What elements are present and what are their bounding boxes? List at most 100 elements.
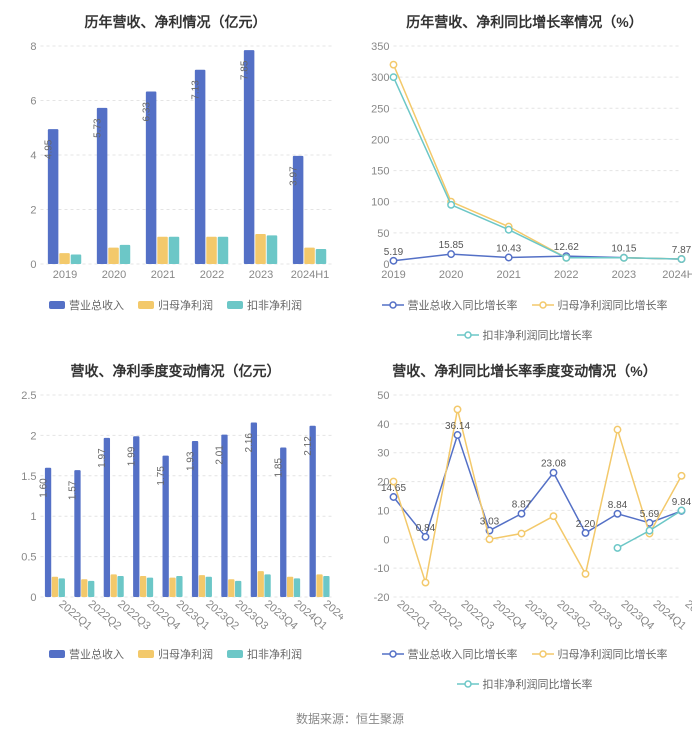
legend-item: 营业总收入同比增长率 — [382, 646, 518, 662]
legend-swatch — [532, 649, 554, 659]
svg-text:2: 2 — [30, 205, 36, 217]
svg-text:3.97: 3.97 — [289, 166, 300, 186]
legend-annual-line: 营业总收入同比增长率 归母净利润同比增长率扣非净利润同比增长率 — [357, 297, 692, 343]
legend-annual-bar: 营业总收入 归母净利润 扣非净利润 — [8, 297, 343, 313]
legend-quarterly-line: 营业总收入同比增长率归母净利润同比增长率扣非净利润同比增长率 — [357, 646, 692, 692]
legend-label: 归母净利润 — [158, 297, 213, 313]
svg-text:1.75: 1.75 — [156, 466, 167, 486]
svg-text:1.57: 1.57 — [68, 480, 79, 500]
svg-text:2023Q1: 2023Q1 — [523, 598, 561, 632]
svg-text:10: 10 — [377, 505, 389, 517]
svg-text:3.03: 3.03 — [480, 517, 500, 528]
svg-text:2023Q4: 2023Q4 — [619, 598, 657, 632]
svg-text:12.62: 12.62 — [554, 242, 579, 253]
legend-item: 扣非净利润同比增长率 — [457, 676, 593, 692]
legend-swatch — [382, 649, 404, 659]
chart-quarterly-bar: 00.511.522.51.601.571.971.991.751.932.01… — [8, 387, 343, 637]
svg-text:0: 0 — [30, 259, 36, 271]
svg-text:250: 250 — [371, 103, 389, 115]
panel-title: 营收、净利季度变动情况（亿元） — [8, 361, 343, 381]
panel-title: 历年营收、净利情况（亿元） — [8, 12, 343, 32]
legend-label: 扣非净利润同比增长率 — [483, 676, 593, 692]
legend-swatch — [49, 650, 65, 658]
svg-text:2020: 2020 — [439, 269, 463, 281]
svg-text:2022Q4: 2022Q4 — [491, 598, 529, 632]
svg-text:0.84: 0.84 — [416, 523, 436, 534]
svg-text:14.65: 14.65 — [381, 483, 406, 494]
legend-item: 归母净利润同比增长率 — [532, 297, 668, 313]
svg-text:1.5: 1.5 — [21, 471, 36, 483]
chart-quarterly-line: -20-10010203040502022Q12022Q22022Q32022Q… — [357, 387, 692, 637]
legend-label: 归母净利润同比增长率 — [558, 297, 668, 313]
svg-text:2022Q1: 2022Q1 — [395, 598, 433, 632]
legend-item: 归母净利润同比增长率 — [532, 646, 668, 662]
panel-annual-revenue: 历年营收、净利情况（亿元） 024684.955.736.337.137.853… — [6, 8, 345, 347]
legend-item: 扣非净利润 — [227, 646, 302, 662]
legend-swatch — [532, 300, 554, 310]
svg-text:6.33: 6.33 — [142, 102, 153, 122]
legend-swatch — [49, 301, 65, 309]
svg-text:300: 300 — [371, 72, 389, 84]
svg-text:5.73: 5.73 — [93, 118, 104, 138]
legend-label: 营业总收入同比增长率 — [408, 297, 518, 313]
legend-item: 扣非净利润 — [227, 297, 302, 313]
svg-text:-20: -20 — [374, 592, 390, 604]
legend-item: 归母净利润 — [138, 646, 213, 662]
svg-text:10.15: 10.15 — [611, 244, 636, 255]
svg-text:0: 0 — [30, 592, 36, 604]
svg-text:1.93: 1.93 — [185, 451, 196, 471]
panel-title: 历年营收、净利同比增长率情况（%） — [357, 12, 692, 32]
svg-text:200: 200 — [371, 134, 389, 146]
dashboard-grid: 历年营收、净利情况（亿元） 024684.955.736.337.137.853… — [0, 0, 700, 700]
legend-label: 营业总收入同比增长率 — [408, 646, 518, 662]
svg-text:7.85: 7.85 — [240, 60, 251, 80]
svg-text:0: 0 — [383, 534, 389, 546]
svg-text:350: 350 — [371, 41, 389, 53]
panel-annual-growth: 历年营收、净利同比增长率情况（%） 0501001502002503003502… — [355, 8, 694, 347]
svg-text:1: 1 — [30, 511, 36, 523]
svg-text:8: 8 — [30, 41, 36, 53]
legend-swatch — [457, 330, 479, 340]
svg-text:7.13: 7.13 — [191, 80, 202, 100]
legend-item: 营业总收入 — [49, 646, 124, 662]
svg-text:100: 100 — [371, 197, 389, 209]
legend-label: 归母净利润 — [158, 646, 213, 662]
svg-text:5.69: 5.69 — [640, 509, 660, 520]
panel-title: 营收、净利同比增长率季度变动情况（%） — [357, 361, 692, 381]
svg-text:2.16: 2.16 — [244, 433, 255, 453]
svg-text:36.14: 36.14 — [445, 421, 470, 432]
panel-quarterly-revenue: 营收、净利季度变动情况（亿元） 00.511.522.51.601.571.97… — [6, 357, 345, 696]
svg-text:8.87: 8.87 — [512, 500, 532, 511]
svg-text:2022Q2: 2022Q2 — [427, 598, 465, 632]
svg-text:2019: 2019 — [381, 269, 405, 281]
svg-text:0.5: 0.5 — [21, 552, 36, 564]
svg-text:1.60: 1.60 — [38, 478, 49, 498]
svg-text:5.19: 5.19 — [384, 247, 404, 258]
legend-label: 扣非净利润 — [247, 297, 302, 313]
svg-text:2.20: 2.20 — [576, 519, 596, 530]
legend-item: 扣非净利润同比增长率 — [457, 327, 593, 343]
svg-text:150: 150 — [371, 166, 389, 178]
svg-text:2.12: 2.12 — [303, 436, 314, 456]
svg-text:2022Q3: 2022Q3 — [459, 598, 497, 632]
legend-item: 归母净利润 — [138, 297, 213, 313]
svg-text:2021: 2021 — [496, 269, 520, 281]
legend-quarterly-bar: 营业总收入 归母净利润扣非净利润 — [8, 646, 343, 662]
svg-text:2024H1: 2024H1 — [291, 269, 330, 281]
legend-swatch — [382, 300, 404, 310]
svg-text:2024H1: 2024H1 — [662, 269, 692, 281]
svg-text:30: 30 — [377, 448, 389, 460]
svg-text:-10: -10 — [374, 563, 390, 575]
legend-item: 营业总收入 — [49, 297, 124, 313]
svg-text:23.08: 23.08 — [541, 459, 566, 470]
svg-text:1.99: 1.99 — [127, 446, 138, 466]
chart-annual-bar: 024684.955.736.337.137.853.9720192020202… — [8, 38, 343, 288]
svg-text:50: 50 — [377, 228, 389, 240]
svg-text:2.01: 2.01 — [215, 445, 226, 465]
legend-swatch — [457, 679, 479, 689]
svg-text:9.84: 9.84 — [672, 497, 692, 508]
legend-swatch — [227, 650, 243, 658]
svg-text:2: 2 — [30, 430, 36, 442]
svg-text:2021: 2021 — [151, 269, 175, 281]
svg-text:2023Q3: 2023Q3 — [587, 598, 625, 632]
